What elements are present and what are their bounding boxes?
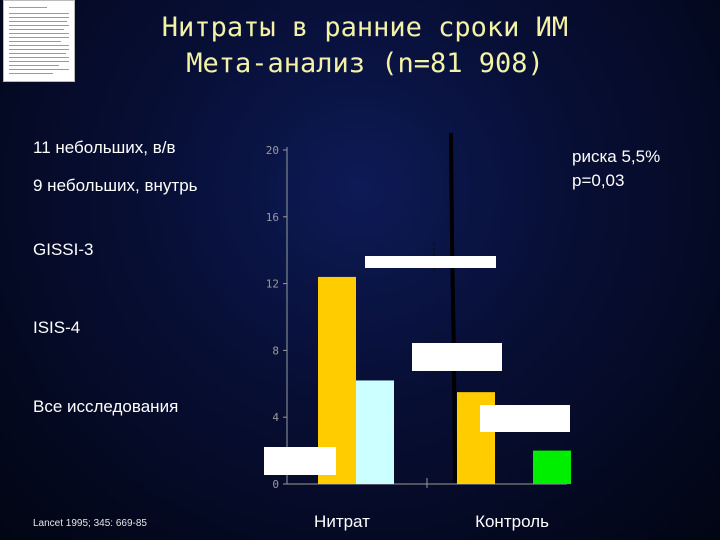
x-category-nitrate: Нитрат: [314, 512, 370, 531]
slide-title: Нитраты в ранние сроки ИМ Мета-анализ (n…: [140, 10, 590, 82]
p-value-text: p=0,03: [572, 171, 625, 190]
result-box-gissi3: [365, 256, 496, 268]
document-thumbnail: [3, 0, 75, 82]
bar-1-2: [533, 450, 571, 484]
risk-reduction-text: риска 5,5%: [572, 147, 661, 166]
y-tick-label-1: 4: [272, 411, 279, 424]
result-box-all: [480, 405, 570, 432]
y-tick-label-2: 8: [272, 344, 279, 357]
y-tick-label-5: 20: [266, 144, 279, 157]
result-box-oral: [264, 447, 336, 475]
citation: Lancet 1995; 345: 669-85: [33, 518, 147, 529]
study-label-isis4: ISIS-4: [33, 318, 81, 337]
risk-statistics: риска 5,5% p=0,03: [572, 145, 660, 193]
y-tick-label-4: 16: [266, 211, 279, 224]
result-box-isis4: [412, 343, 502, 371]
x-category-control: Контроль: [475, 512, 549, 531]
reference-line: [449, 132, 457, 484]
study-label-oral: 9 небольших, внутрь: [33, 176, 198, 195]
y-tick-label-0: 0: [272, 478, 279, 491]
study-label-gissi3: GISSI-3: [33, 240, 94, 259]
title-line-1: Нитраты в ранние сроки ИМ: [161, 12, 569, 43]
y-tick-label-3: 12: [266, 278, 279, 291]
title-line-2: Мета-анализ (n=81 908): [186, 48, 544, 79]
bar-0-1: [356, 380, 394, 484]
study-label-iv: 11 небольших, в/в: [33, 138, 176, 157]
study-label-all: Все исследования: [33, 397, 179, 416]
